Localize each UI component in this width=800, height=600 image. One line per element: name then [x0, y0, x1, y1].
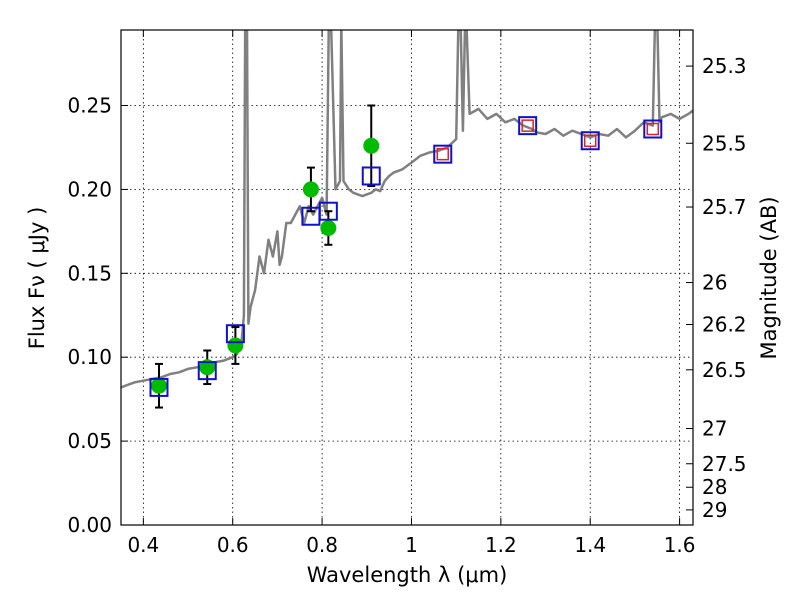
y-tick-label-1: 0.05 — [67, 429, 112, 453]
x-axis-title: Wavelength λ (μm) — [307, 563, 508, 587]
right-axis-title: Magnitude (AB) — [757, 196, 781, 359]
x-tick-label-1: 0.6 — [217, 533, 249, 557]
right-tick-label-1: 25.5 — [702, 131, 747, 155]
marker-layer — [149, 104, 663, 409]
model-square-ir-1 — [521, 119, 534, 132]
spectrum-line — [121, 30, 693, 389]
y-tick-label-3: 0.15 — [67, 261, 112, 285]
right-tick-label-8: 28 — [702, 475, 727, 499]
right-tick-label-4: 26.2 — [702, 312, 747, 336]
observed-point-2 — [227, 337, 244, 354]
x-tick-label-6: 1.6 — [664, 533, 696, 557]
right-tick-label-6: 27 — [702, 417, 727, 441]
model-square-9 — [643, 119, 663, 139]
plot-frame — [120, 29, 694, 526]
right-tick-label-9: 29 — [702, 498, 727, 522]
y-tick-label-2: 0.10 — [67, 345, 112, 369]
model-square-0 — [149, 377, 169, 397]
observed-point-5 — [363, 137, 380, 154]
model-square-2 — [225, 324, 245, 344]
y-tick-label-4: 0.20 — [67, 177, 112, 201]
right-tick-label-5: 26.5 — [702, 358, 747, 382]
model-square-5 — [361, 166, 381, 186]
observed-point-4 — [320, 220, 337, 236]
x-tick-label-0: 0.4 — [127, 533, 159, 557]
observed-point-0 — [150, 377, 167, 394]
y-tick-label-5: 0.25 — [67, 94, 112, 118]
data-layer — [121, 30, 693, 389]
grid-lines — [121, 30, 693, 526]
model-square-ir-0 — [436, 147, 449, 161]
model-square-1 — [197, 361, 217, 381]
model-square-6 — [433, 144, 453, 164]
x-tick-label-5: 1.4 — [574, 533, 606, 557]
y-axis-title: Flux Fν ( μJy ) — [25, 207, 49, 350]
right-tick-label-0: 25.3 — [702, 54, 747, 78]
tick-layer: 0.4 0.6 0.8 1 1.2 1.4 1.6 0.00 0.05 0.10 0.15 0.20 0… — [67, 30, 747, 557]
right-tick-label-7: 27.5 — [702, 452, 747, 476]
observed-point-3 — [302, 181, 319, 198]
x-tick-label-4: 1.2 — [485, 533, 517, 557]
right-tick-label-3: 26 — [702, 271, 727, 295]
model-square-8 — [580, 131, 600, 151]
x-tick-label-2: 0.8 — [306, 533, 338, 557]
model-square-ir-2 — [583, 134, 597, 147]
x-tick-label-3: 1 — [405, 533, 418, 557]
model-square-4 — [318, 201, 338, 221]
right-tick-label-2: 25.7 — [702, 195, 747, 219]
model-square-ir-3 — [646, 122, 660, 136]
y-tick-label-0: 0.00 — [67, 513, 112, 537]
model-square-7 — [518, 116, 538, 136]
